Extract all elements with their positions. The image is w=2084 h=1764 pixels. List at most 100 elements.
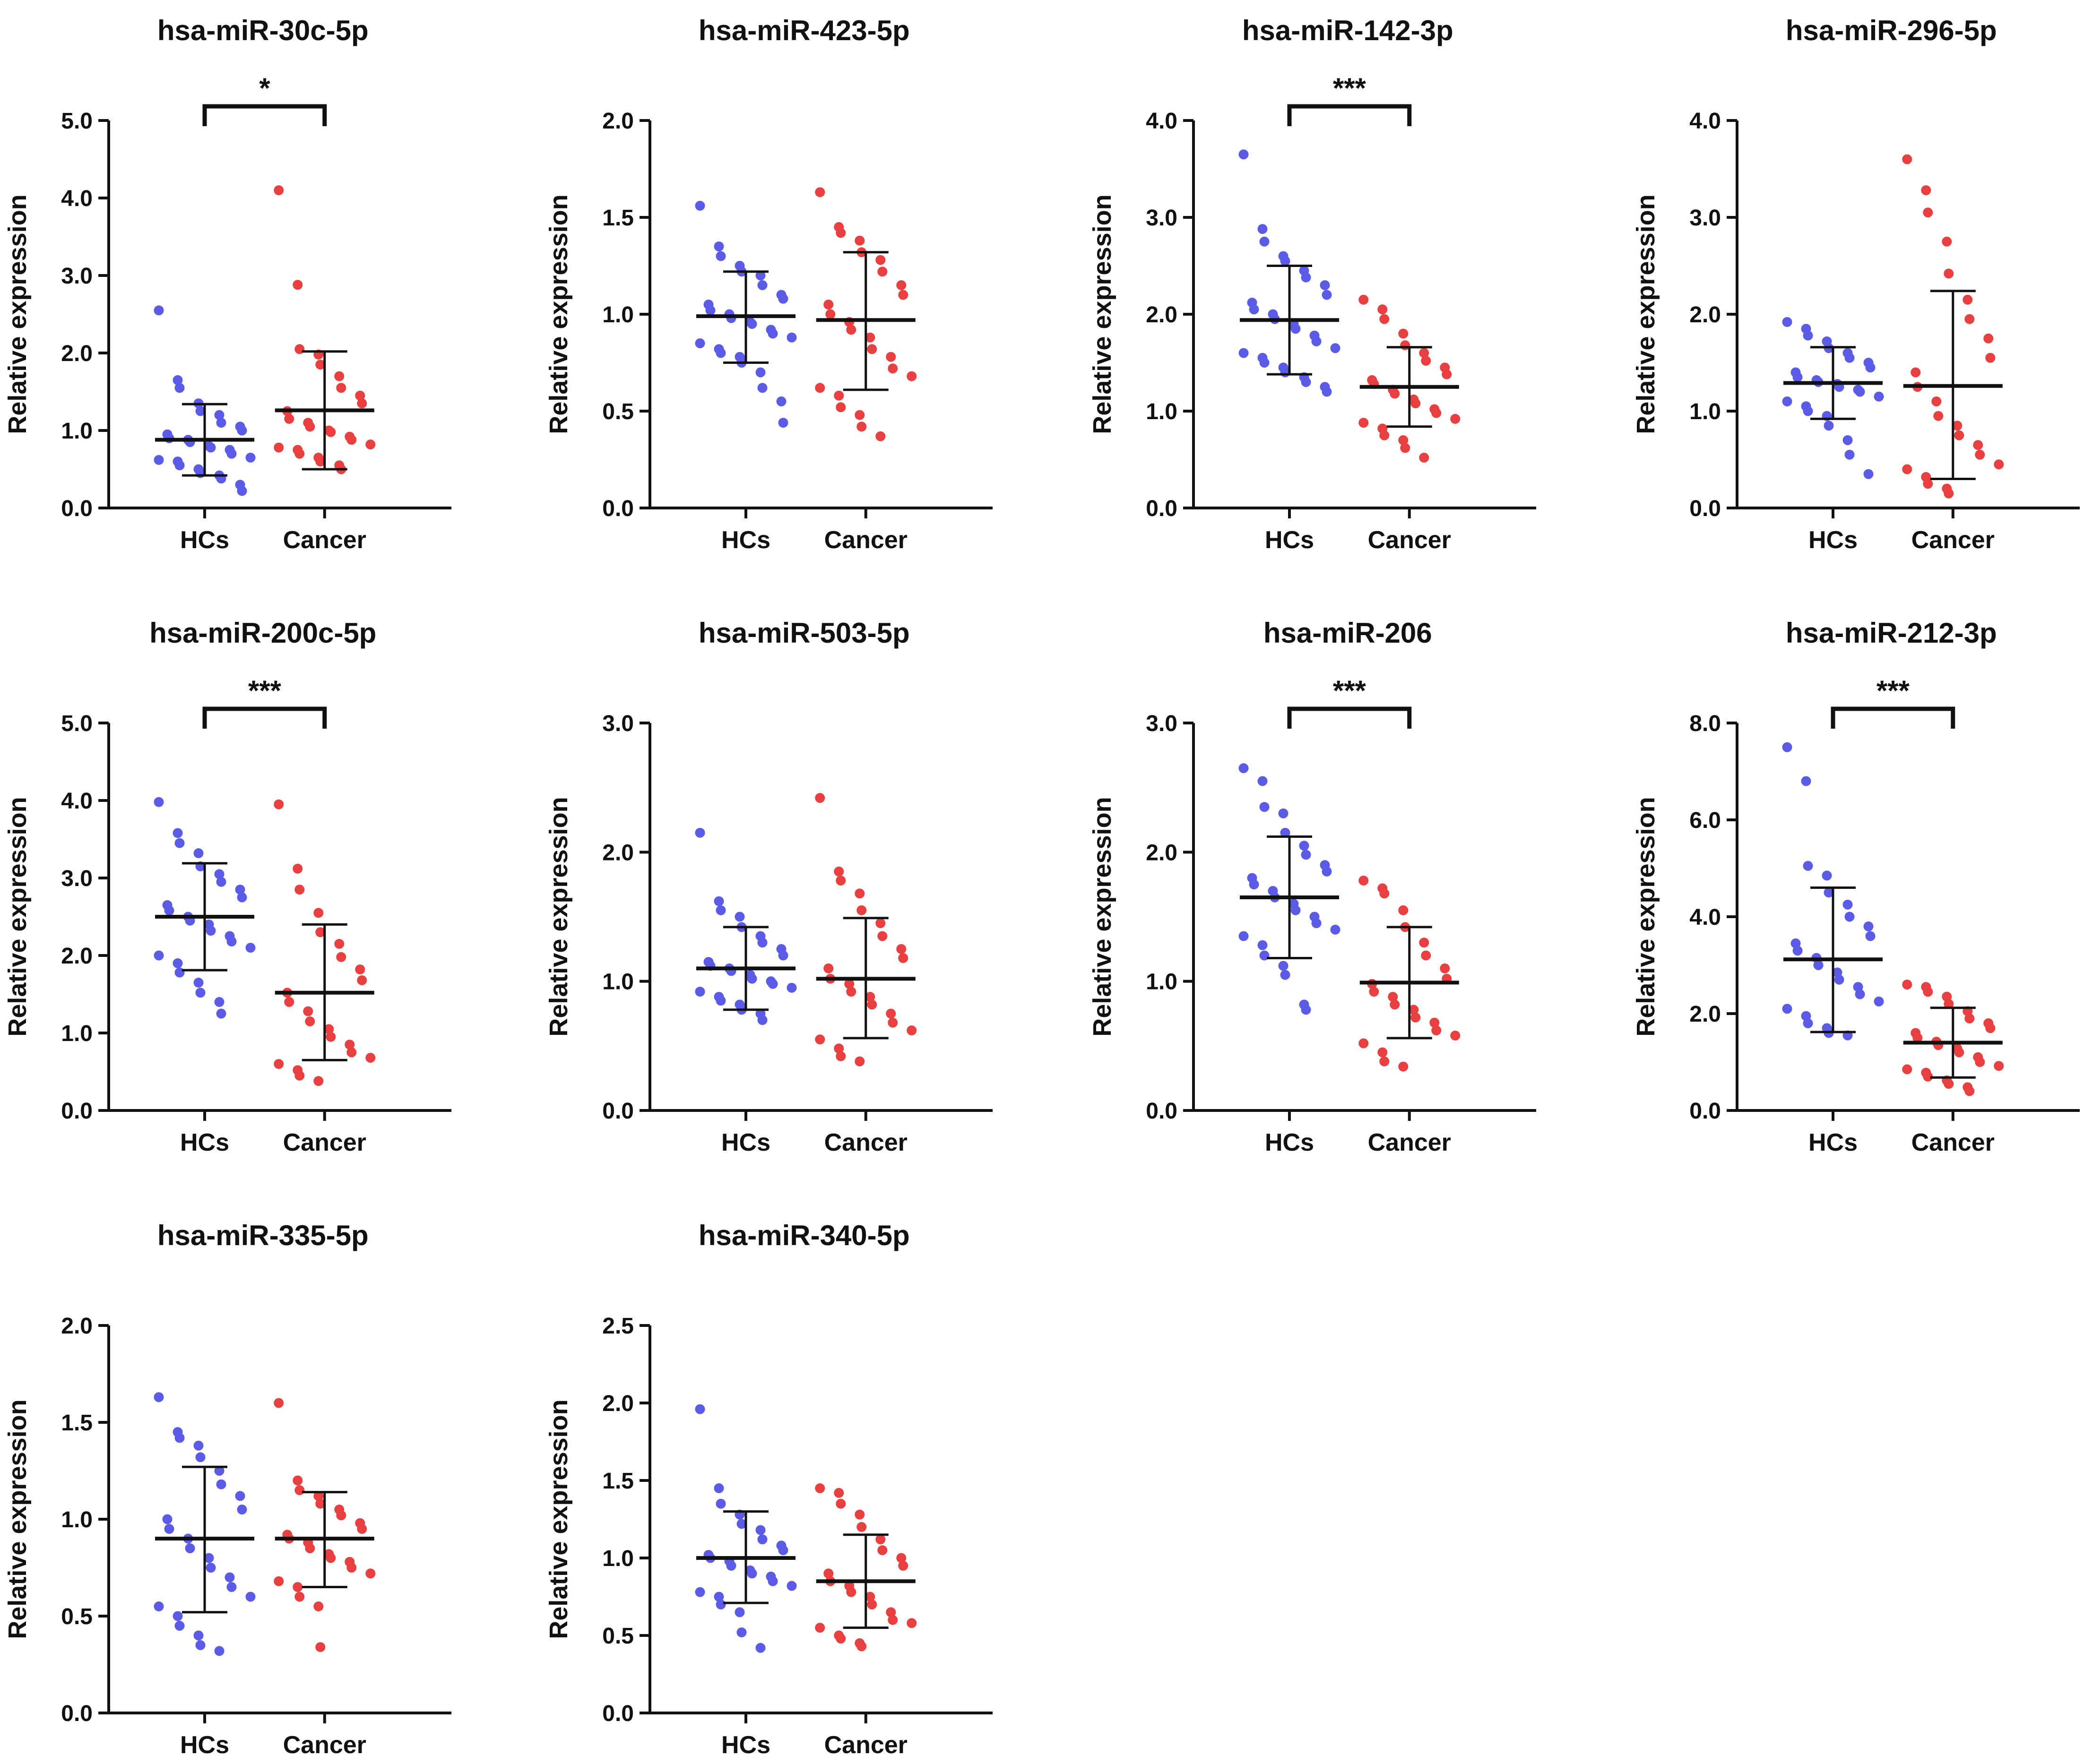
data-point <box>1311 918 1322 929</box>
chart-title: hsa-miR-212-3p <box>1786 617 1997 649</box>
x-tick-label: HCs <box>180 1129 229 1156</box>
data-point <box>1844 353 1855 363</box>
y-tick-label: 3.0 <box>602 711 634 736</box>
data-point <box>173 958 183 968</box>
data-point <box>195 988 206 998</box>
data-point <box>836 1498 846 1509</box>
data-point <box>1944 999 1954 1009</box>
data-point <box>245 452 256 463</box>
data-point <box>346 1047 357 1058</box>
y-tick-label: 2.0 <box>1689 302 1721 327</box>
y-tick-label: 3.0 <box>1146 711 1177 736</box>
data-point <box>1290 905 1301 915</box>
data-point <box>1942 236 1952 247</box>
y-tick-label: 4.0 <box>61 186 93 211</box>
x-tick-label: Cancer <box>824 1731 908 1759</box>
data-point <box>836 1634 846 1644</box>
significance-bracket <box>1287 104 1412 126</box>
y-tick-label: 2.0 <box>1146 840 1177 865</box>
data-point <box>293 1582 303 1592</box>
data-point <box>815 793 825 803</box>
data-point <box>1902 980 1912 990</box>
data-point <box>1431 1025 1442 1036</box>
data-point <box>1301 1005 1311 1015</box>
data-point <box>154 305 164 316</box>
data-point <box>877 1545 888 1556</box>
data-point <box>1278 808 1288 818</box>
x-tick-label: Cancer <box>824 526 908 554</box>
data-point <box>1923 207 1933 218</box>
data-point <box>1257 224 1268 234</box>
y-tick-label: 1.0 <box>61 419 93 444</box>
data-point <box>776 396 787 406</box>
data-point <box>1813 960 1824 970</box>
y-axis-label: Relative expression <box>1632 797 1660 1036</box>
data-point <box>1238 348 1249 358</box>
data-point <box>1994 459 2004 470</box>
data-point <box>907 371 917 381</box>
data-point <box>1803 1018 1813 1028</box>
data-point <box>716 1599 726 1609</box>
data-point <box>1921 185 1931 196</box>
data-point <box>747 319 757 329</box>
data-point <box>293 280 303 290</box>
data-point <box>284 997 294 1007</box>
data-point <box>226 936 237 947</box>
data-point <box>1398 328 1409 339</box>
chart-title: hsa-miR-30c-5p <box>157 15 369 46</box>
data-point <box>154 1601 164 1611</box>
data-point <box>336 383 346 393</box>
data-point <box>1311 336 1322 346</box>
data-point <box>206 1563 216 1573</box>
data-point <box>315 1498 326 1509</box>
y-axis-label: Relative expression <box>1632 194 1660 434</box>
y-tick-label: 0.0 <box>61 1099 93 1124</box>
y-tick-label: 1.0 <box>1689 399 1721 424</box>
y-tick-label: 2.0 <box>602 1391 634 1416</box>
data-point <box>1257 940 1268 950</box>
data-point <box>896 1553 907 1563</box>
significance-label: *** <box>248 675 282 706</box>
data-point <box>1410 398 1421 409</box>
x-tick-label: HCs <box>721 1731 770 1759</box>
data-point <box>1330 343 1340 353</box>
data-point <box>714 896 724 906</box>
data-point <box>274 442 284 453</box>
data-point <box>778 418 788 428</box>
data-point <box>326 427 336 437</box>
data-point <box>1782 317 1792 327</box>
data-point <box>855 410 865 420</box>
y-axis-label: Relative expression <box>3 194 32 434</box>
data-point <box>1410 1012 1421 1023</box>
data-point <box>1782 396 1792 406</box>
data-point <box>1782 742 1792 752</box>
data-point <box>836 875 846 886</box>
y-tick-label: 6.0 <box>1689 808 1721 833</box>
data-point <box>726 1560 736 1571</box>
data-point <box>888 1615 898 1625</box>
data-point <box>834 1488 844 1498</box>
data-point <box>274 1576 284 1586</box>
data-point <box>856 1522 867 1532</box>
data-point <box>226 1582 237 1592</box>
data-point <box>695 827 705 838</box>
data-point <box>1421 355 1431 366</box>
data-point <box>888 1017 898 1028</box>
data-point <box>787 1581 797 1591</box>
data-point <box>834 1043 844 1054</box>
data-point <box>865 1592 875 1602</box>
y-tick-label: 0.0 <box>602 1701 634 1726</box>
data-point <box>855 1056 865 1067</box>
data-point <box>365 439 376 450</box>
chart-title: hsa-miR-142-3p <box>1242 15 1453 46</box>
data-point <box>1379 1056 1390 1067</box>
data-point <box>1280 256 1290 266</box>
data-point <box>1259 236 1270 247</box>
data-point <box>1844 912 1855 922</box>
y-tick-label: 8.0 <box>1689 711 1721 736</box>
chart-panel-4: hsa-miR-296-5p 0.0 1.0 2.0 3.0 4.0 Relative ex… <box>1632 15 2080 554</box>
data-point <box>898 953 908 963</box>
chart-panel-3: hsa-miR-142-3p 0.0 1.0 2.0 3.0 4.0 Relative ex… <box>1088 15 1536 554</box>
data-point <box>294 1592 305 1602</box>
data-point <box>1238 763 1249 774</box>
